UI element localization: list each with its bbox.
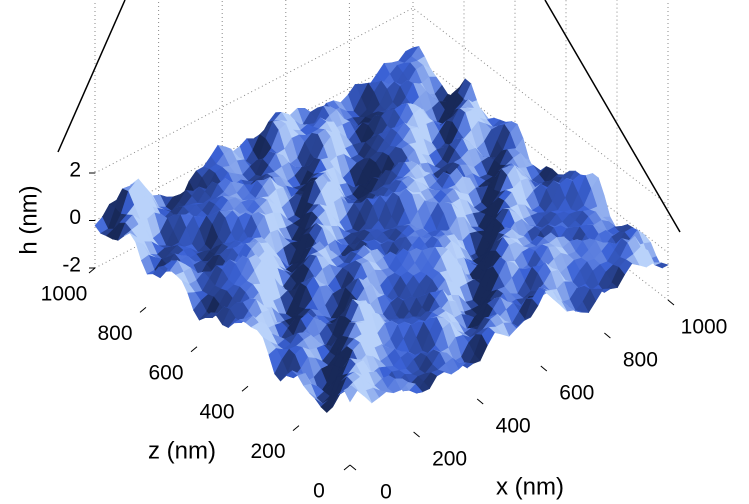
- x-tick-label: 0: [380, 481, 392, 504]
- x-tick-label: 600: [559, 382, 594, 405]
- z-tick-label: 1000: [41, 283, 88, 306]
- z-tick: [242, 386, 248, 391]
- h-tick-label: 2: [69, 159, 81, 182]
- x-axis-label: x (nm): [496, 473, 564, 500]
- h-tick-label: 0: [69, 206, 81, 229]
- chart: 0 200 400 600 800 1000 0 200 400 600 800 1000 -2 0 2 h…: [0, 0, 749, 504]
- x-tick-label: 400: [496, 415, 531, 438]
- z-tick: [293, 426, 299, 431]
- x-tick-label: 1000: [681, 316, 728, 339]
- x-tick: [350, 465, 356, 470]
- x-tick: [414, 432, 420, 437]
- z-tick-label: 200: [250, 440, 285, 463]
- box-edge: [58, 0, 125, 152]
- z-tick: [344, 465, 350, 470]
- z-tick-label: 400: [199, 401, 234, 424]
- z-tick: [140, 307, 146, 312]
- x-tick-label: 800: [623, 349, 658, 372]
- z-tick: [89, 268, 95, 273]
- z-axis-label: z (nm): [148, 437, 216, 464]
- h-tick-label: -2: [62, 254, 81, 277]
- x-tick: [668, 300, 674, 305]
- x-tick-label: 200: [432, 448, 467, 471]
- h-axis-label: h (nm): [15, 185, 42, 254]
- z-tick: [191, 347, 197, 352]
- z-tick-label: 800: [97, 322, 132, 345]
- z-tick-label: 600: [148, 361, 183, 384]
- surface: [95, 46, 668, 412]
- z-tick-label: 0: [313, 480, 325, 503]
- x-tick: [541, 366, 547, 371]
- x-tick: [477, 399, 483, 404]
- x-tick: [604, 333, 610, 338]
